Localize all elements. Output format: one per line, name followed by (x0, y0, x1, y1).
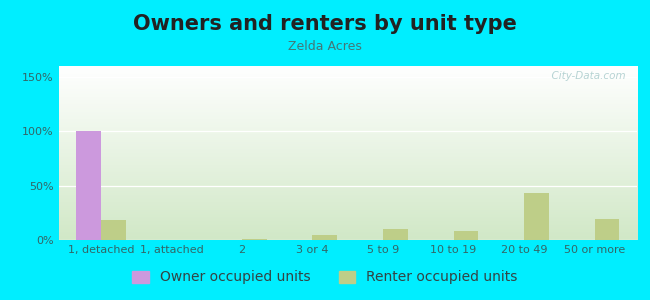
Bar (242, 239, 266, 240)
Bar (383, 229, 408, 240)
Bar (101, 220, 125, 240)
Legend: Owner occupied units, Renter occupied units: Owner occupied units, Renter occupied un… (127, 265, 523, 290)
Bar (313, 235, 337, 240)
Bar (595, 219, 619, 240)
Text: Zelda Acres: Zelda Acres (288, 40, 362, 53)
Text: City-Data.com: City-Data.com (545, 71, 625, 81)
Text: Owners and renters by unit type: Owners and renters by unit type (133, 14, 517, 34)
Bar (76, 131, 101, 240)
Bar (454, 231, 478, 240)
Bar (524, 193, 549, 240)
